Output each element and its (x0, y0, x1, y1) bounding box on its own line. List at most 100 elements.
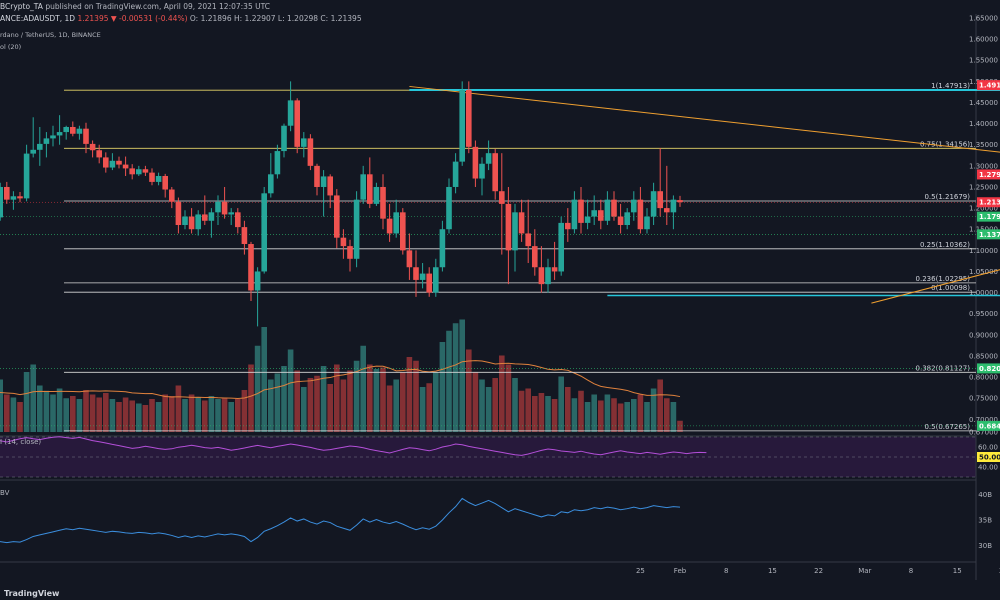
rsi-legend: I (14, close) (0, 438, 41, 446)
candle-body (56, 132, 63, 136)
rsi-line (0, 436, 707, 456)
price-tag-bg (977, 420, 1000, 431)
candle-body (76, 128, 83, 134)
candle-body (505, 203, 512, 251)
candle-body (340, 237, 347, 247)
candle-body (301, 138, 307, 147)
candle-body (545, 267, 551, 285)
price-tick-label: 1.30000 (969, 162, 998, 170)
candle-body (221, 201, 228, 215)
rsi-tick-label: 60.00 (978, 444, 998, 452)
volume-bar (182, 399, 188, 432)
volume-bar (103, 393, 109, 432)
volume-bar (518, 390, 525, 432)
candle-body (624, 212, 630, 225)
volume-bar (37, 385, 43, 432)
volume-bar (393, 379, 399, 432)
volume-bar (512, 378, 518, 432)
price-tag-bg (977, 197, 1000, 208)
volume-bar (492, 378, 498, 432)
candle-body (518, 212, 525, 234)
price-tag: 0.6845 (979, 422, 1000, 430)
volume-bar (314, 375, 320, 432)
volume-bar (10, 397, 17, 432)
candle-body (538, 267, 545, 285)
price-tick-label: 1.20000 (969, 205, 998, 213)
tradingview-logo: TradingView (4, 589, 60, 598)
volume-bar (459, 319, 465, 432)
candle-body (287, 100, 294, 126)
candle-body (37, 143, 43, 150)
volume-bar (525, 388, 531, 432)
volume-bar (136, 403, 142, 432)
candle-body (261, 193, 267, 272)
time-tick-label: 15 (953, 567, 962, 575)
time-tick-label: 25 (636, 567, 645, 575)
price-tick-label: 0.70000 (969, 416, 998, 424)
candle-body (30, 149, 36, 154)
volume-bar (195, 397, 201, 432)
candle-body (63, 126, 69, 133)
volume-bar (83, 390, 89, 432)
candle-body (439, 229, 446, 268)
volume-bar (426, 383, 432, 432)
price-tag: 0.8205 (979, 365, 1000, 373)
volume-bar (433, 372, 439, 432)
volume-bar (637, 394, 644, 432)
ohlc-values: O: 1.21896 H: 1.22907 L: 1.20298 C: 1.21… (189, 14, 362, 23)
candle-body (360, 174, 366, 200)
candle-body (248, 244, 254, 291)
price-tick-label: 1.05000 (969, 268, 998, 276)
volume-legend: ol (20) (0, 43, 22, 51)
volume-bar (373, 369, 380, 432)
volume-bar (419, 387, 426, 432)
symbol-bar: ANCE:ADAUSDT, 1D 1.21395 ▼ -0.00531 (-0.… (0, 12, 1000, 26)
price-tag-bg (977, 211, 1000, 222)
volume-bar (175, 385, 182, 432)
price-tag: 1.2797 (979, 171, 1000, 179)
time-tick-label: 22 (814, 567, 823, 575)
volume-bar (70, 396, 76, 432)
candle-body (70, 126, 76, 134)
volume-bar (485, 387, 492, 432)
volume-bar (254, 345, 261, 432)
price-tick-label: 1.55000 (969, 57, 998, 65)
candle-body (175, 201, 182, 225)
candle-body (452, 161, 459, 187)
rsi-tag-bg (977, 452, 1000, 462)
volume-bar (545, 396, 551, 432)
fib-level-label: 1(1.47913) (931, 82, 970, 90)
candle-body (617, 216, 624, 225)
volume-bar (221, 397, 228, 432)
volume-bar (261, 327, 267, 432)
price-tag-bg (977, 229, 1000, 240)
candle-body (268, 174, 274, 194)
volume-bar (677, 420, 683, 432)
candle-body (50, 135, 56, 139)
volume-bar (129, 400, 135, 432)
candle-body (373, 186, 380, 204)
price-tick-label: 0.67000 (969, 429, 998, 437)
price-tick-label: 0.80000 (969, 374, 998, 382)
time-tick-label: 15 (768, 567, 777, 575)
candle-body (631, 199, 637, 213)
candle-body (466, 89, 472, 147)
candle-body (650, 191, 657, 217)
publisher-name[interactable]: BCrypto_TA (0, 2, 43, 11)
candle-body (578, 199, 584, 223)
candle-body (320, 176, 327, 187)
candle-body (136, 169, 142, 175)
candle-body (215, 201, 221, 213)
volume-bar (657, 379, 663, 432)
candle-body (591, 210, 597, 217)
price-tick-label: 1.60000 (969, 36, 998, 44)
candle-body (83, 128, 89, 144)
candle-body (525, 233, 531, 247)
volume-bar (241, 390, 248, 432)
volume-bar (624, 402, 630, 432)
obv-tick-label: 40B (978, 491, 992, 499)
candle-body (314, 165, 320, 187)
obv-legend: BV (0, 489, 10, 497)
volume-bar (96, 397, 102, 432)
